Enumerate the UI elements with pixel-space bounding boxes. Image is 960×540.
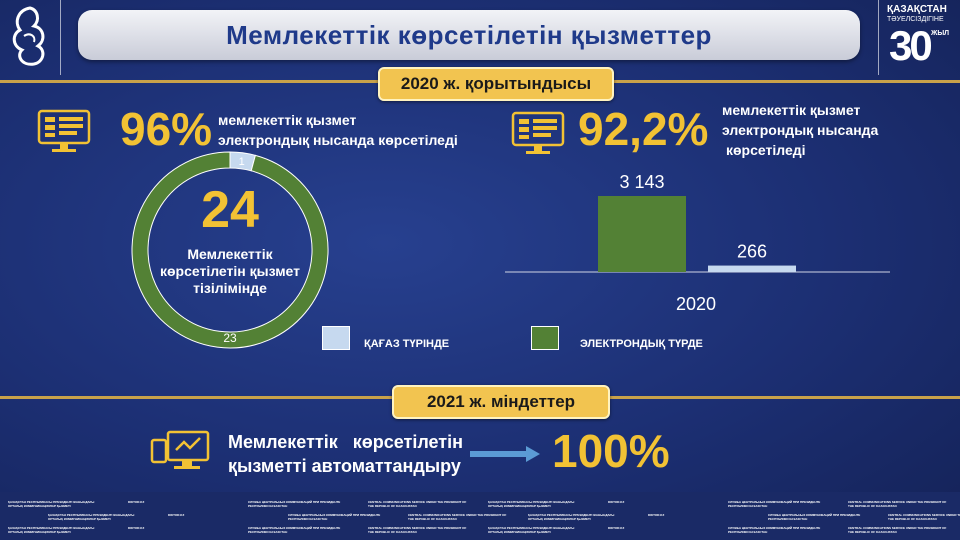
footer-text: ҚАЗАҚСТАН РЕСПУБЛИКАСЫ ПРЕЗИДЕНТІ ЖАНЫНД…: [8, 526, 95, 534]
footer-text: DIKTOR.KZ: [128, 526, 145, 530]
footer-text: ҚАЗАҚСТАН РЕСПУБЛИКАСЫ ПРЕЗИДЕНТІ ЖАНЫНД…: [488, 526, 575, 534]
footer-text: DIKTOR.KZ: [128, 500, 145, 504]
donut-slice-1: [131, 151, 329, 349]
legend-paper-swatch: [322, 326, 350, 350]
task-2021-text: Мемлекеттік көрсетілетін қызметті автома…: [228, 430, 463, 478]
percent-electronic-left: 96%: [120, 103, 213, 155]
donut-center-label: Мемлекеттік көрсетілетін қызмет тізілімі…: [120, 246, 340, 297]
bar-category-label: 2020: [676, 294, 716, 314]
footer-text: СЛУЖБА ЦЕНТРАЛЬНЫХ КОММУНИКАЦИЙ ПРИ ПРЕЗ…: [728, 526, 821, 534]
footer-text: CENTRAL COMMUNICATIONS SERVICE UNDER THE…: [368, 500, 467, 508]
donut-center-line2: көрсетілетін қызмет: [159, 263, 301, 279]
badge-2021-label: 2021 ж. міндеттер: [426, 392, 576, 411]
footer-text: CENTRAL COMMUNICATIONS SERVICE UNDER THE…: [848, 526, 947, 534]
footer-text: CENTRAL COMMUNICATIONS SERVICE UNDER THE…: [408, 513, 507, 521]
footer-text: СЛУЖБА ЦЕНТРАЛЬНЫХ КОММУНИКАЦИЙ ПРИ ПРЕЗ…: [288, 513, 381, 521]
donut-center-number: 24: [201, 181, 259, 239]
independence-30-logo: ҚАЗАҚСТАН ТӘУЕЛСІЗДІГІНЕ 30 ЖЫЛ: [878, 0, 960, 75]
page-title: Мемлекеттік көрсетілетін қызметтер: [226, 19, 712, 50]
donut-center-line3: тізілімінде: [193, 280, 267, 296]
computer-monitor-icon-right: [510, 110, 566, 161]
badge-2020-label: 2020 ж. қорытындысы: [400, 74, 592, 93]
logo-line2: ТӘУЕЛСІЗДІГІНЕ: [887, 16, 944, 23]
donut-chart: 1 23: [131, 151, 329, 349]
footer-text: СЛУЖБА ЦЕНТРАЛЬНЫХ КОММУНИКАЦИЙ ПРИ ПРЕЗ…: [768, 513, 861, 521]
label-right-line2: электрондық нысанда: [722, 122, 879, 138]
emblem-logo-left: [0, 0, 61, 75]
label-right-line1: мемлекеттік қызмет: [722, 102, 861, 118]
bar-0: [598, 196, 686, 272]
footer-text: DIKTOR.KZ: [648, 513, 665, 517]
footer-text: DIKTOR.KZ: [168, 513, 185, 517]
bar-1: [708, 265, 796, 272]
footer-text: ҚАЗАҚСТАН РЕСПУБЛИКАСЫ ПРЕЗИДЕНТІ ЖАНЫНД…: [48, 513, 135, 521]
footer-text: DIKTOR.KZ: [608, 500, 625, 504]
percent-2021: 100%: [552, 425, 670, 477]
logo-line1: ҚАЗАҚСТАН: [887, 4, 947, 15]
badge-2021: 2021 ж. міндеттер: [392, 385, 610, 419]
label-right: мемлекеттік қызмет электрондық нысанда к…: [722, 100, 878, 160]
label-left-line2: электрондық нысанда көрсетіледі: [218, 132, 458, 148]
footer-text: ҚАЗАҚСТАН РЕСПУБЛИКАСЫ ПРЕЗИДЕНТІ ЖАНЫНД…: [8, 500, 95, 508]
footer-text: CENTRAL COMMUNICATIONS SERVICE UNDER THE…: [888, 513, 960, 521]
label-right-line3: көрсетіледі: [726, 142, 806, 158]
legend-electronic-swatch: [531, 326, 559, 350]
bar-chart: 3 143 266 2020: [505, 172, 890, 314]
legend-electronic-label: ЭЛЕКТРОНДЫҚ ТҮРДЕ: [580, 338, 703, 350]
arrow-right-icon: [470, 444, 542, 469]
footer-text: CENTRAL COMMUNICATIONS SERVICE UNDER THE…: [848, 500, 947, 508]
footer-text: ҚАЗАҚСТАН РЕСПУБЛИКАСЫ ПРЕЗИДЕНТІ ЖАНЫНД…: [528, 513, 615, 521]
logo-number: 30: [889, 22, 933, 69]
footer-text: ҚАЗАҚСТАН РЕСПУБЛИКАСЫ ПРЕЗИДЕНТІ ЖАНЫНД…: [488, 500, 575, 508]
automation-monitor-icon: [150, 428, 212, 477]
percent-electronic-right: 92,2%: [578, 103, 709, 155]
footer-text: СЛУЖБА ЦЕНТРАЛЬНЫХ КОММУНИКАЦИЙ ПРИ ПРЕЗ…: [728, 500, 821, 508]
badge-2020: 2020 ж. қорытындысы: [378, 67, 614, 101]
footer-text: DIKTOR.KZ: [608, 526, 625, 530]
task-2021-line2: қызметті автоматтандыру: [228, 456, 461, 476]
footer-text: СЛУЖБА ЦЕНТРАЛЬНЫХ КОММУНИКАЦИЙ ПРИ ПРЕЗ…: [248, 500, 341, 508]
logo-suffix: ЖЫЛ: [931, 30, 950, 37]
footer-text: CENTRAL COMMUNICATIONS SERVICE UNDER THE…: [368, 526, 467, 534]
computer-monitor-icon: [36, 108, 92, 159]
donut-center-line1: Мемлекеттік: [187, 246, 273, 262]
title-banner: Мемлекеттік көрсетілетін қызметтер: [78, 10, 860, 60]
bar-data-label-0: 3 143: [619, 172, 664, 192]
label-left: мемлекеттік қызмет электрондық нысанда к…: [218, 110, 458, 150]
label-left-line1: мемлекеттік қызмет: [218, 112, 357, 128]
donut-data-label-0: 1: [239, 156, 245, 168]
donut-data-label-1: 23: [223, 331, 237, 345]
snow-leopard-icon: [12, 6, 45, 66]
task-2021-line1: Мемлекеттік көрсетілетін: [228, 432, 463, 452]
footer-strip: ҚАЗАҚСТАН РЕСПУБЛИКАСЫ ПРЕЗИДЕНТІ ЖАНЫНД…: [0, 492, 960, 540]
bar-data-label-1: 266: [737, 242, 767, 262]
legend-paper-label: ҚАҒАЗ ТҮРІНДЕ: [364, 338, 450, 350]
footer-text: СЛУЖБА ЦЕНТРАЛЬНЫХ КОММУНИКАЦИЙ ПРИ ПРЕЗ…: [248, 526, 341, 534]
